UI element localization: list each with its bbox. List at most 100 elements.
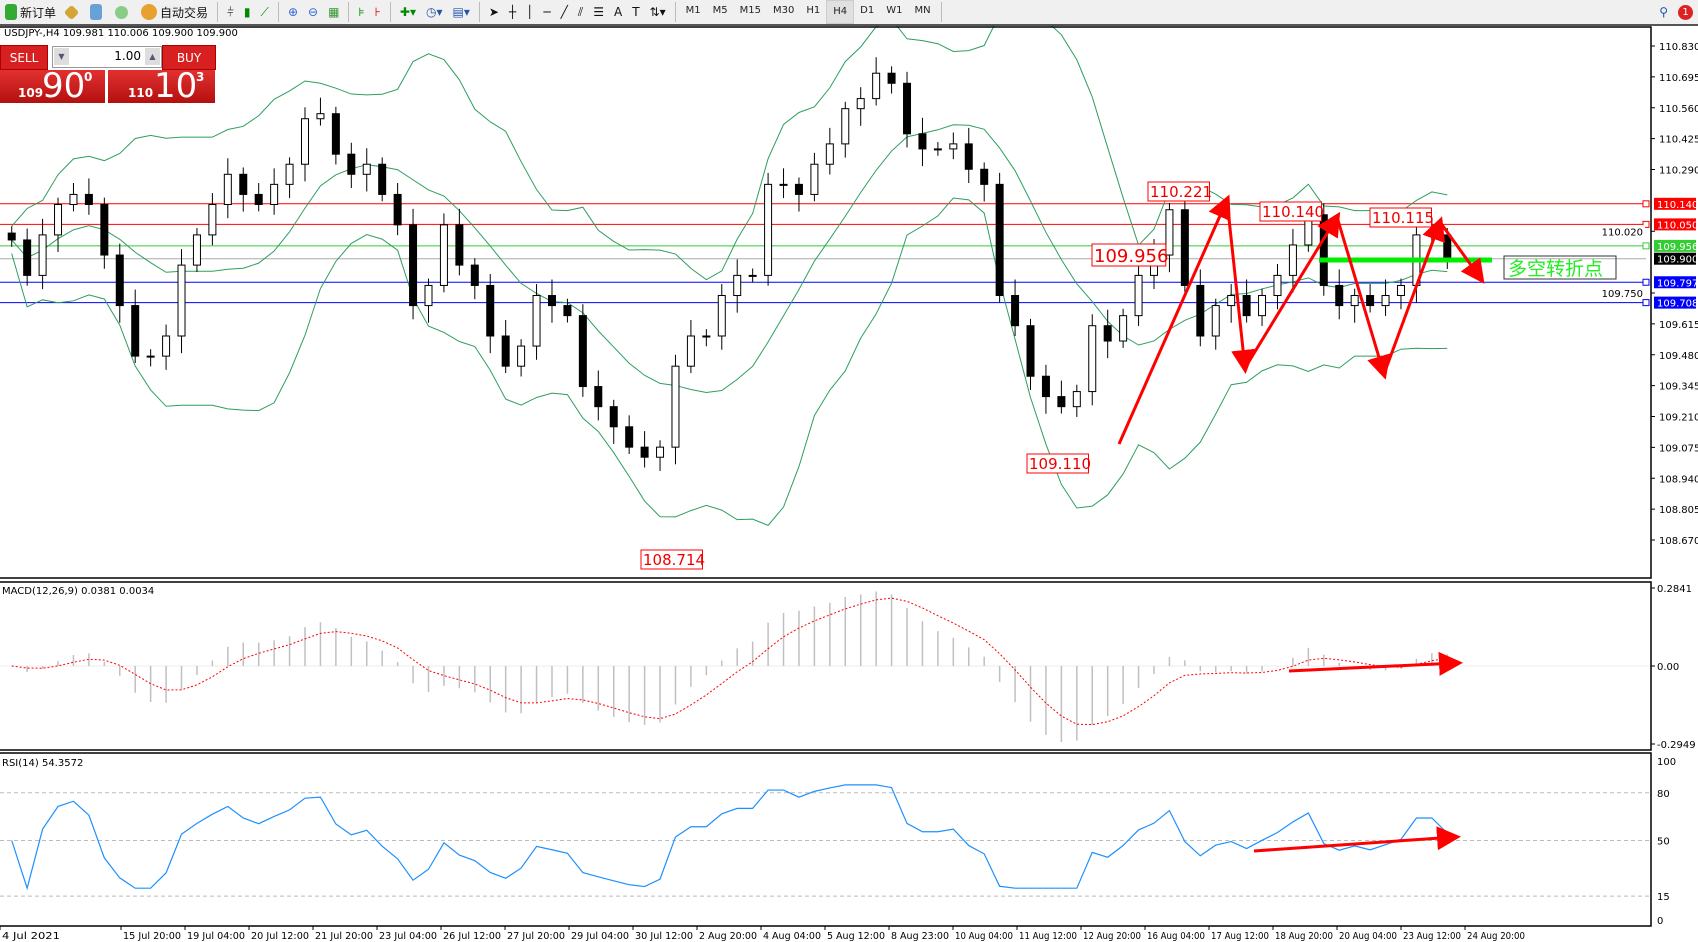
level-tag-bg (1654, 239, 1696, 252)
candle-body (1273, 274, 1282, 297)
line-chart-button[interactable]: ⟋ (260, 4, 269, 19)
new-order-icon (5, 4, 17, 20)
arrows-tool[interactable]: ⇅▾ (649, 5, 666, 19)
timeframe-h4[interactable]: H4 (826, 0, 855, 24)
timeframe-h1[interactable]: H1 (806, 5, 821, 16)
notifications-button[interactable]: 1 (1673, 1, 1698, 23)
candle-body (455, 224, 464, 266)
candle-body (856, 98, 865, 110)
candle-body (69, 193, 78, 205)
sell-price[interactable]: 109 90 0 (0, 66, 105, 106)
level-tag: 109.956 (1657, 242, 1698, 253)
candle-body (254, 193, 263, 205)
timeframe-w1[interactable]: W1 (886, 5, 903, 16)
candle-body (146, 355, 155, 358)
candle-body (1211, 305, 1220, 337)
divider (277, 2, 279, 22)
time-axis-label: 15 Jul 20:00 (123, 931, 181, 942)
buy-price-big: 10 (154, 66, 198, 106)
time-axis-label: 24 Aug 20:00 (1467, 931, 1525, 942)
zoom-out-button[interactable]: ⊖ (308, 5, 319, 19)
tile-windows-button[interactable]: ▦ (328, 5, 340, 19)
lot-increase-button[interactable]: ▲ (145, 48, 160, 65)
crosshair-tool[interactable]: ┼ (508, 5, 517, 19)
time-axis-label: 21 Jul 20:00 (315, 931, 373, 942)
price-axis-label: 109.345 (1659, 382, 1698, 393)
timeframe-m15[interactable]: M15 (739, 5, 761, 16)
candle-chart-button[interactable]: ▮ (243, 5, 251, 19)
candle-body (347, 153, 356, 175)
indicators-button[interactable]: ✚▾ (399, 5, 416, 19)
market-watch-button[interactable] (61, 1, 85, 23)
auto-trading-button[interactable]: 自动交易 (136, 1, 213, 23)
auto-scroll-button[interactable]: ⊧ (358, 5, 365, 19)
new-order-button[interactable]: 新订单 (0, 1, 61, 23)
text-tool[interactable]: A (613, 5, 623, 19)
text-label-tool[interactable]: T (632, 5, 640, 19)
buy-price[interactable]: 110 10 3 (108, 66, 215, 106)
price-annotation-label: 110.115 (1372, 209, 1434, 227)
level-tag-bg (1654, 252, 1696, 265)
price-axis-label: 108.805 (1659, 505, 1698, 516)
ohlc-label: 109.981 110.006 109.900 109.900 (62, 28, 238, 39)
trendline-tool[interactable]: ╱ (560, 5, 568, 19)
candle-body (964, 143, 973, 170)
candle-body (563, 305, 572, 317)
candle-body (933, 148, 942, 151)
price-axis-label: 109.075 (1659, 443, 1698, 454)
macd-label: MACD(12,26,9) 0.0381 0.0034 (2, 586, 154, 597)
candle-body (1396, 284, 1405, 297)
bar-chart-button[interactable]: ⫩ (227, 4, 234, 19)
divider (674, 2, 676, 22)
timeframe-mn[interactable]: MN (914, 5, 931, 16)
cursor-tool[interactable]: ➤ (488, 5, 499, 19)
periods-button[interactable]: ◷▾ (425, 5, 443, 19)
price-axis-label: 110.290 (1659, 166, 1698, 177)
timeframe-bar: M1 M5 M15 M30 H1 H4 D1 W1 MN (680, 0, 937, 24)
horizontal-line-tool[interactable]: ─ (543, 5, 551, 19)
buy-button[interactable]: BUY (162, 45, 216, 70)
price-axis-label: 110.830 (1659, 42, 1698, 53)
timeframe-d1[interactable]: D1 (860, 5, 875, 16)
level-handle (1642, 299, 1650, 307)
time-axis-label: 27 Jul 20:00 (507, 931, 565, 942)
time-axis-label: 5 Aug 12:00 (827, 931, 885, 942)
fibonacci-tool[interactable]: ☰ (593, 5, 604, 19)
candle-body (1103, 325, 1112, 342)
candle-body (378, 163, 387, 195)
notification-badge: 1 (1678, 4, 1693, 20)
templates-button[interactable]: ▤▾ (452, 5, 470, 19)
lot-decrease-button[interactable]: ▼ (54, 48, 69, 65)
vertical-line-tool[interactable]: │ (526, 5, 534, 19)
timeframe-m1[interactable]: M1 (685, 5, 701, 16)
bollinger-middle (11, 124, 1448, 394)
time-axis-label: 23 Jul 04:00 (379, 931, 437, 942)
pivot-text-box[interactable] (1503, 255, 1617, 280)
search-icon[interactable]: ⚲ (1659, 5, 1668, 19)
candle-body (1072, 391, 1081, 408)
candle-body (825, 143, 834, 165)
time-axis-label: 4 Aug 04:00 (763, 931, 821, 942)
candle-body (1443, 234, 1452, 260)
rsi-axis-label: 50 (1657, 837, 1670, 848)
timeframe-m30[interactable]: M30 (772, 5, 795, 16)
level-tag: 109.708 (1657, 299, 1698, 310)
zoom-in-button[interactable]: ⊕ (287, 5, 298, 19)
candle-body (362, 163, 371, 175)
signals-button[interactable] (110, 1, 136, 23)
timeframe-m5[interactable]: M5 (712, 5, 728, 16)
news-button[interactable] (85, 1, 110, 23)
sell-button[interactable]: SELL (0, 45, 48, 70)
candle-body (54, 203, 63, 236)
sell-price-sup: 0 (84, 70, 93, 84)
candle-body (1057, 396, 1066, 408)
channel-tool[interactable]: ⫽ (577, 4, 584, 19)
chart-shift-button[interactable]: ⊦ (374, 5, 381, 19)
rsi-label: RSI(14) 54.3572 (2, 758, 83, 769)
candle-body (409, 224, 418, 307)
macd-axis-label: 0.2841 (1657, 584, 1692, 595)
document-icon (90, 4, 103, 20)
candle-body (810, 163, 819, 195)
lot-input[interactable] (71, 48, 143, 64)
